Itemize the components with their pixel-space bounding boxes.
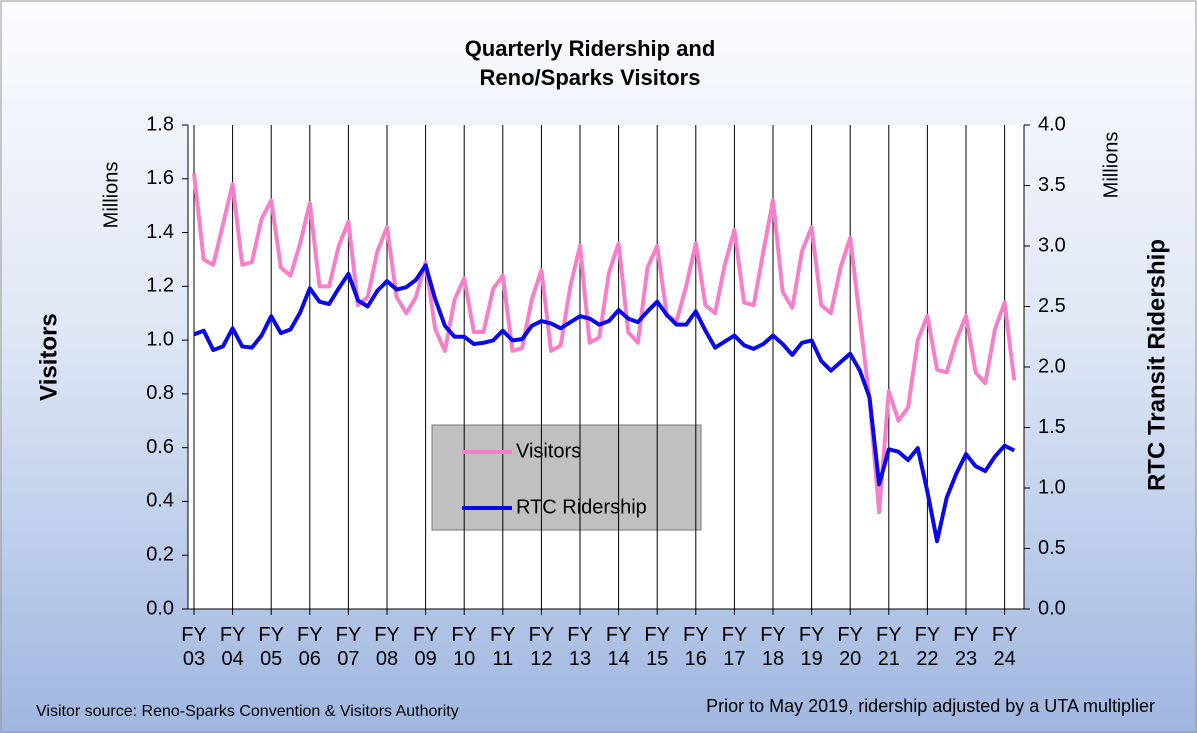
x-tick-label: FY 11 — [490, 624, 516, 670]
x-tick-label: FY 06 — [297, 624, 323, 670]
y2-tick-label: 2.0 — [1038, 355, 1066, 377]
y2-tick-label: 0.0 — [1038, 597, 1066, 619]
y-tick-label: 0.4 — [146, 490, 174, 512]
x-tick-label: FY 17 — [721, 624, 748, 670]
source-note: Visitor source: Reno-Sparks Convention &… — [36, 703, 459, 720]
chart-title: Quarterly Ridership and Reno/Sparks Visi… — [464, 36, 716, 90]
y2-tick-label: 3.0 — [1038, 234, 1066, 256]
x-tick-label: FY 14 — [605, 624, 632, 670]
x-tick-label: FY 15 — [644, 624, 670, 670]
x-tick-label: FY 16 — [683, 624, 709, 670]
y-unit: Millions — [100, 162, 122, 229]
y2-unit: Millions — [1100, 132, 1122, 199]
x-tick-label: FY 09 — [412, 624, 439, 670]
plot-area — [188, 125, 1024, 609]
y2-tick-label: 4.0 — [1038, 113, 1066, 135]
y2-tick-label: 1.0 — [1038, 476, 1066, 498]
y-tick-label: 0.6 — [146, 436, 174, 458]
y2-tick-label: 0.5 — [1038, 537, 1066, 559]
x-tick-label: FY 03 — [181, 624, 207, 670]
legend-label: Visitors — [516, 440, 581, 462]
y-tick-label: 1.4 — [146, 221, 174, 243]
y-tick-label: 1.0 — [146, 328, 174, 350]
x-tick-label: FY 21 — [876, 624, 902, 670]
method-note: Prior to May 2019, ridership adjusted by… — [706, 696, 1155, 716]
x-tick-label: FY 23 — [953, 624, 979, 670]
x-tick-label: FY 08 — [374, 624, 400, 670]
x-tick-label: FY 20 — [837, 624, 863, 670]
x-tick-label: FY 22 — [914, 624, 941, 670]
y-tick-label: 1.8 — [146, 113, 174, 135]
y-tick-label: 0.8 — [146, 382, 174, 404]
legend — [431, 424, 702, 531]
series-line — [192, 173, 1017, 515]
x-tick-label: FY 12 — [528, 624, 555, 670]
x-tick-label: FY 05 — [258, 624, 284, 670]
x-tick-label: FY 04 — [219, 624, 246, 670]
x-tick-label: FY 24 — [991, 624, 1018, 670]
y2-tick-label: 1.5 — [1038, 416, 1066, 438]
y2-tick-label: 2.5 — [1038, 295, 1066, 317]
legend-label: RTC Ridership — [516, 496, 647, 518]
x-tick-label: FY 07 — [335, 624, 362, 670]
y2-axis-title: RTC Transit Ridership — [1143, 239, 1170, 491]
x-tick-label: FY 10 — [451, 624, 477, 670]
x-tick-label: FY 18 — [760, 624, 786, 670]
x-tick-label: FY 19 — [798, 624, 825, 670]
series-line — [193, 263, 1016, 544]
y2-tick-label: 3.5 — [1038, 174, 1066, 196]
y-tick-label: 0.2 — [146, 544, 174, 566]
y-tick-label: 1.6 — [146, 167, 174, 189]
y-tick-label: 1.2 — [146, 275, 174, 297]
x-tick-label: FY 13 — [567, 624, 593, 670]
y-tick-label: 0.0 — [146, 597, 174, 619]
y-axis-title: Visitors — [35, 313, 62, 401]
